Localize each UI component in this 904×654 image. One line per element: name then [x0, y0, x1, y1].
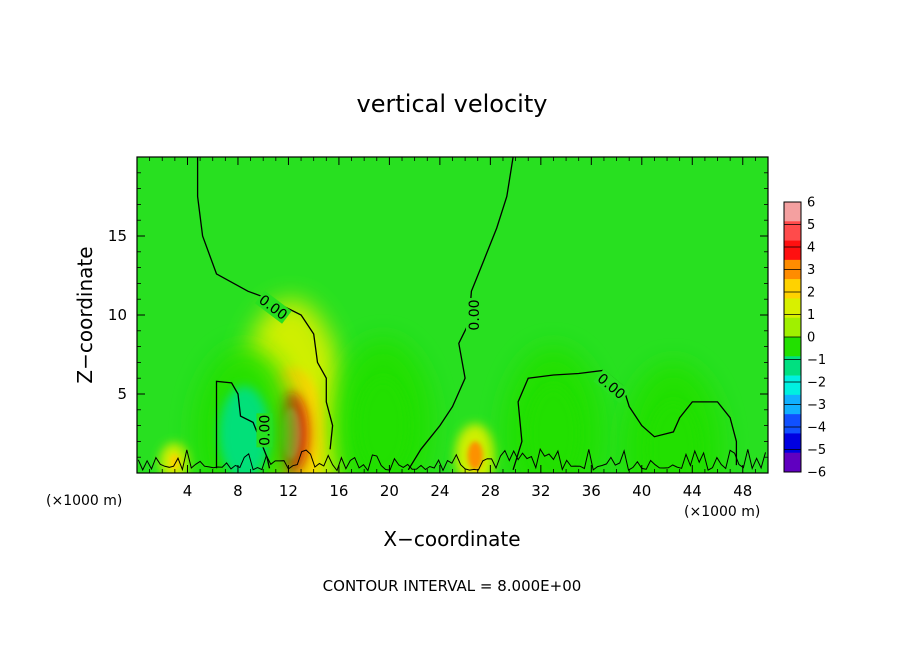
field-region-weak-updraft-left-1: [169, 454, 180, 470]
colorbar-swatch: [784, 452, 801, 473]
colorbar-swatch: [784, 433, 801, 454]
contour-line-ground: [137, 447, 766, 472]
colorbar-tick-label: −2: [807, 376, 826, 391]
contour-label-3: 0.00: [257, 415, 273, 446]
contour-label-bg-3: [256, 413, 273, 448]
x-axis-label: X−coordinate: [383, 527, 520, 551]
contour-label-bg-0: [254, 290, 292, 324]
field-region-downdraft-center-1: [357, 378, 409, 473]
x-tick-label: 12: [279, 482, 298, 500]
y-tick-label: 5: [117, 385, 127, 403]
colorbar-swatch: [784, 202, 801, 222]
contour-label-1: 0.00: [467, 299, 483, 330]
x-tick-label: 8: [233, 482, 243, 500]
contour-line-2: [512, 369, 738, 470]
colorbar: 6 5 4 3 2 1 0 −1 −2 −3 −4 −5 −6: [783, 196, 826, 481]
colorbar-tick-label: 4: [807, 241, 815, 256]
y-axis-label: Z−coordinate: [73, 246, 97, 383]
colorbar-tick-label: −3: [807, 398, 826, 413]
y-tick-label: 15: [108, 227, 127, 245]
colorbar-tick-label: 6: [807, 196, 815, 211]
contour-interval-note: CONTOUR INTERVAL = 8.000E+00: [323, 577, 582, 595]
x-tick-label: 16: [329, 482, 348, 500]
x-tick-label: 28: [481, 482, 500, 500]
x-tick-label: 44: [683, 482, 702, 500]
colorbar-tick-label: −5: [807, 443, 826, 458]
colorbar-tick-label: −4: [807, 421, 826, 436]
contour-line-0: [196, 157, 334, 450]
field-region-downdraft-left-1: [219, 386, 270, 473]
contour-line-1: [407, 157, 514, 471]
field-region-downdraft-right-1: [528, 386, 579, 473]
colorbar-swatch: [784, 317, 801, 338]
colorbar-tick-label: 5: [807, 218, 815, 233]
y-tick-label: 10: [108, 306, 127, 324]
x-tick-label: 4: [183, 482, 193, 500]
contour-label-bg-2: [593, 369, 630, 404]
colorbar-swatch: [784, 375, 801, 396]
colorbar-tick-label: 3: [807, 263, 815, 278]
x-tick-label: 48: [733, 482, 752, 500]
colorbar-swatch: [784, 337, 801, 357]
x-tick-label: 24: [430, 482, 449, 500]
colorbar-tick-label: −1: [807, 353, 826, 368]
contour-label-bg-1: [465, 298, 482, 332]
field-region-weak-updraft-right-1: [467, 441, 483, 470]
colorbar-swatch: [784, 414, 801, 434]
x-tick-label: 36: [582, 482, 601, 500]
x-tick-label: 32: [531, 482, 550, 500]
colorbar-tick-label: 2: [807, 286, 815, 301]
colorbar-tick-label: −6: [807, 466, 826, 481]
colorbar-tick-label: 0: [807, 331, 815, 346]
x-tick-label: 20: [380, 482, 399, 500]
colorbar-swatch: [784, 240, 801, 261]
velocity-field: [159, 299, 724, 473]
x-tick-label: 40: [632, 482, 651, 500]
colorbar-swatch: [784, 279, 801, 299]
plot-area: 0.00 0.000.000.00 4 8 12 16 20 24 28 32 36 40 44 48 …: [108, 156, 769, 500]
chart-title: vertical velocity: [357, 90, 548, 118]
y-axis: 5 10 15: [108, 172, 768, 458]
x-unit-label-right: (×1000 m): [684, 504, 760, 520]
colorbar-tick-label: 1: [807, 308, 815, 323]
colorbar-swatch: [784, 356, 801, 376]
colorbar-swatch: [784, 298, 801, 319]
colorbar-swatch: [784, 221, 801, 241]
x-axis: 4 8 12 16 20 24 28 32 36 40 44 48: [149, 157, 756, 500]
x-unit-label-left: (×1000 m): [46, 493, 122, 509]
